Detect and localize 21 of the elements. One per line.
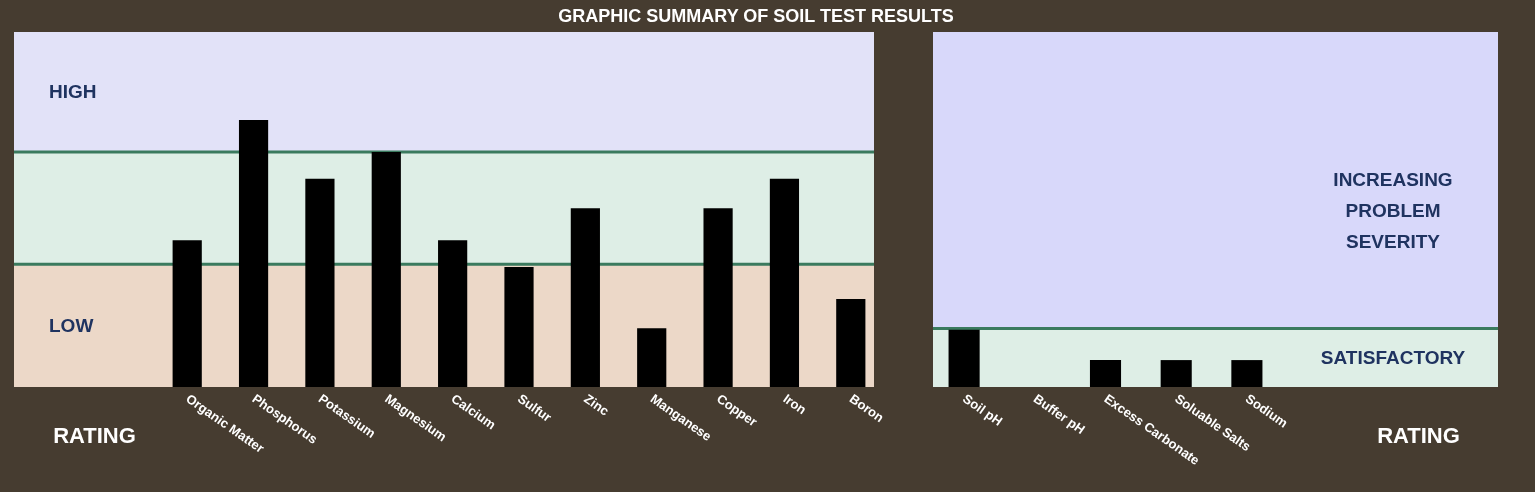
bar (438, 240, 468, 387)
bar (570, 208, 600, 387)
x-tick-label: Soil pH (960, 390, 1006, 429)
bar (836, 298, 866, 387)
x-tick-label: Iron (780, 390, 810, 418)
band-label: HIGH (49, 81, 97, 103)
bar (637, 328, 667, 387)
bar (371, 152, 401, 387)
band-label: LOW (49, 314, 94, 336)
bar (703, 208, 733, 387)
bar (305, 178, 335, 387)
bar (769, 178, 800, 387)
band-label: SATISFACTORY (1320, 346, 1466, 368)
bar (238, 120, 269, 387)
bar (172, 240, 202, 387)
bar (504, 266, 534, 387)
x-tick-label: Zinc (581, 390, 612, 419)
chart-title: GRAPHIC SUMMARY OF SOIL TEST RESULTS (558, 6, 954, 26)
y-axis-title: RATING (1377, 422, 1460, 448)
band-label: INCREASING PROBLEM SEVERITY (1333, 169, 1453, 253)
y-axis-title: RATING (53, 422, 136, 448)
